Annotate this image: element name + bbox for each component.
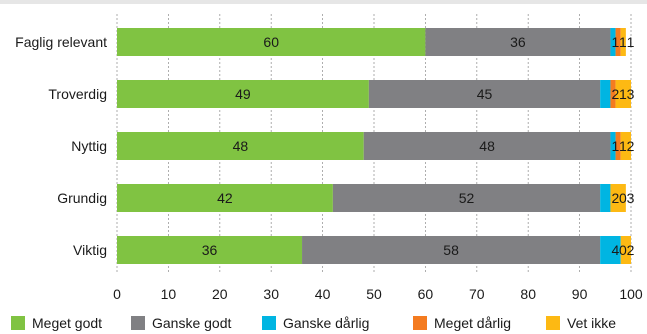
legend: Meget godt Ganske godt Ganske dårlig Meget … bbox=[11, 315, 616, 331]
data-label: 2 bbox=[611, 190, 619, 206]
x-tick-label: 100 bbox=[619, 286, 643, 302]
x-axis-tick-labels: 0 10 20 30 40 50 60 70 80 90 100 bbox=[113, 286, 643, 302]
x-tick-label: 40 bbox=[315, 286, 331, 302]
chart-top-rule bbox=[0, 0, 647, 4]
data-label: 1 bbox=[627, 34, 635, 50]
category-label: Viktig bbox=[73, 242, 107, 258]
category-label: Nyttig bbox=[71, 138, 107, 154]
bar-segments bbox=[117, 28, 631, 264]
bar-segment bbox=[600, 236, 621, 264]
bar-segment bbox=[117, 236, 303, 264]
data-label: 1 bbox=[611, 138, 619, 154]
data-label: 0 bbox=[619, 190, 627, 206]
x-tick-label: 20 bbox=[212, 286, 228, 302]
bar-segment bbox=[610, 80, 616, 108]
data-label: 36 bbox=[202, 242, 218, 258]
bar-segment bbox=[610, 132, 616, 160]
data-labels: 60 36 1 1 149 45 2 1 348 48 1 1 242 52 2 0 336 58 4 0 2 bbox=[202, 34, 635, 258]
category-labels: Faglig relevant Troverdig Nyttig Grundig Vik… bbox=[15, 34, 107, 258]
bar-segment bbox=[615, 28, 621, 56]
bar-segment bbox=[615, 80, 631, 108]
legend-label: Ganske godt bbox=[152, 315, 231, 331]
bar-segment bbox=[610, 28, 616, 56]
legend-label: Ganske dårlig bbox=[283, 315, 369, 331]
bar-segment bbox=[600, 184, 611, 212]
bar-segment bbox=[620, 236, 631, 264]
legend-swatch bbox=[131, 316, 145, 330]
legend-label: Vet ikke bbox=[567, 315, 616, 331]
bar-segment bbox=[368, 80, 601, 108]
bar-segment bbox=[363, 132, 611, 160]
data-label: 48 bbox=[233, 138, 249, 154]
data-label: 42 bbox=[217, 190, 233, 206]
legend-swatch bbox=[262, 316, 276, 330]
x-tick-label: 0 bbox=[113, 286, 121, 302]
data-label: 49 bbox=[235, 86, 251, 102]
data-label: 0 bbox=[619, 242, 627, 258]
data-label: 1 bbox=[619, 86, 627, 102]
data-label: 2 bbox=[611, 86, 619, 102]
category-label: Faglig relevant bbox=[15, 34, 107, 50]
bar-segment bbox=[425, 28, 611, 56]
x-tick-label: 10 bbox=[161, 286, 177, 302]
x-tick-label: 80 bbox=[520, 286, 536, 302]
data-label: 36 bbox=[510, 34, 526, 50]
bar-segment bbox=[332, 184, 601, 212]
bar-segment bbox=[302, 236, 601, 264]
data-label: 45 bbox=[477, 86, 493, 102]
x-tick-label: 60 bbox=[418, 286, 434, 302]
data-label: 58 bbox=[443, 242, 459, 258]
bar-segment bbox=[615, 132, 621, 160]
data-label: 48 bbox=[479, 138, 495, 154]
category-label: Grundig bbox=[57, 190, 107, 206]
x-tick-label: 70 bbox=[469, 286, 485, 302]
bar-segment bbox=[600, 80, 611, 108]
data-label: 1 bbox=[619, 34, 627, 50]
data-label: 60 bbox=[263, 34, 279, 50]
bar-segment bbox=[610, 184, 626, 212]
legend-label: Meget godt bbox=[32, 315, 102, 331]
x-tick-label: 50 bbox=[366, 286, 382, 302]
bar-segment bbox=[117, 28, 426, 56]
data-label: 3 bbox=[627, 86, 635, 102]
bar-segment bbox=[620, 132, 631, 160]
data-label: 2 bbox=[627, 242, 635, 258]
legend-label: Meget dårlig bbox=[434, 315, 511, 331]
bar-segment bbox=[117, 132, 364, 160]
data-label: 2 bbox=[627, 138, 635, 154]
data-label: 1 bbox=[611, 34, 619, 50]
category-label: Troverdig bbox=[48, 86, 107, 102]
legend-swatch bbox=[546, 316, 560, 330]
legend-swatch bbox=[11, 316, 25, 330]
bar-segment bbox=[117, 80, 369, 108]
data-label: 1 bbox=[619, 138, 627, 154]
x-tick-label: 90 bbox=[572, 286, 588, 302]
bar-segment bbox=[117, 184, 333, 212]
data-label: 52 bbox=[459, 190, 475, 206]
data-label: 3 bbox=[627, 190, 635, 206]
data-label: 4 bbox=[611, 242, 619, 258]
legend-swatch bbox=[413, 316, 427, 330]
bar-segment bbox=[620, 28, 626, 56]
x-tick-label: 30 bbox=[263, 286, 279, 302]
